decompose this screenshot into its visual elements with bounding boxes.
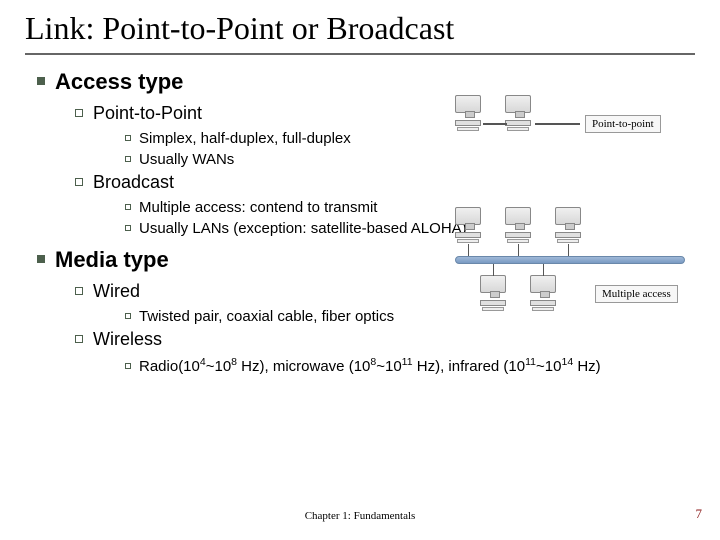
sub-multiple: Multiple access: contend to transmit <box>125 199 695 216</box>
computer-icon <box>505 207 533 243</box>
drop-line <box>518 244 519 256</box>
drop-line <box>568 244 569 256</box>
computer-icon <box>530 275 558 311</box>
computer-icon <box>480 275 508 311</box>
footer-text: Chapter 1: Fundamentals <box>0 510 720 522</box>
square-outline-icon <box>75 178 83 186</box>
slide-title: Link: Point-to-Point or Broadcast <box>25 10 695 55</box>
drop-line <box>493 264 494 276</box>
item-wireless: Wireless <box>75 329 695 350</box>
square-outline-icon <box>75 287 83 295</box>
diagram-p2p: Point-to-point <box>450 95 690 150</box>
item-broadcast-label: Broadcast <box>93 172 174 192</box>
section-2-label: Media type <box>55 247 169 272</box>
computer-icon <box>455 207 483 243</box>
computer-icon <box>455 95 483 131</box>
square-bullet-icon <box>37 77 45 85</box>
square-bullet-icon <box>37 255 45 263</box>
square-small-icon <box>125 313 131 319</box>
diagram-ma-label: Multiple access <box>595 285 678 303</box>
link-line <box>483 123 507 125</box>
square-small-icon <box>125 156 131 162</box>
drop-line <box>468 244 469 256</box>
section-1-label: Access type <box>55 69 183 94</box>
section-1: Access type <box>37 69 695 95</box>
item-p2p-label: Point-to-Point <box>93 103 202 123</box>
page-number: 7 <box>696 506 703 522</box>
computer-icon <box>555 207 583 243</box>
sub-wans: Usually WANs <box>125 151 695 168</box>
sub-radio-text: Radio(104~108 Hz), microwave (108~1011 H… <box>139 358 601 375</box>
sub-radio: Radio(104~108 Hz), microwave (108~1011 H… <box>125 356 695 375</box>
square-outline-icon <box>75 335 83 343</box>
item-wireless-label: Wireless <box>93 329 162 349</box>
square-outline-icon <box>75 109 83 117</box>
square-small-icon <box>125 225 131 231</box>
link-line <box>535 123 580 125</box>
diagram-p2p-label: Point-to-point <box>585 115 661 133</box>
square-small-icon <box>125 363 131 369</box>
item-wired-label: Wired <box>93 281 140 301</box>
sub-twisted: Twisted pair, coaxial cable, fiber optic… <box>125 308 695 325</box>
item-broadcast: Broadcast <box>75 172 695 193</box>
drop-line <box>543 264 544 276</box>
bus-line <box>455 256 685 264</box>
square-small-icon <box>125 135 131 141</box>
slide: Link: Point-to-Point or Broadcast Access… <box>0 0 720 540</box>
computer-icon <box>505 95 533 131</box>
diagram-multiple-access: Multiple access <box>450 215 690 275</box>
square-small-icon <box>125 204 131 210</box>
